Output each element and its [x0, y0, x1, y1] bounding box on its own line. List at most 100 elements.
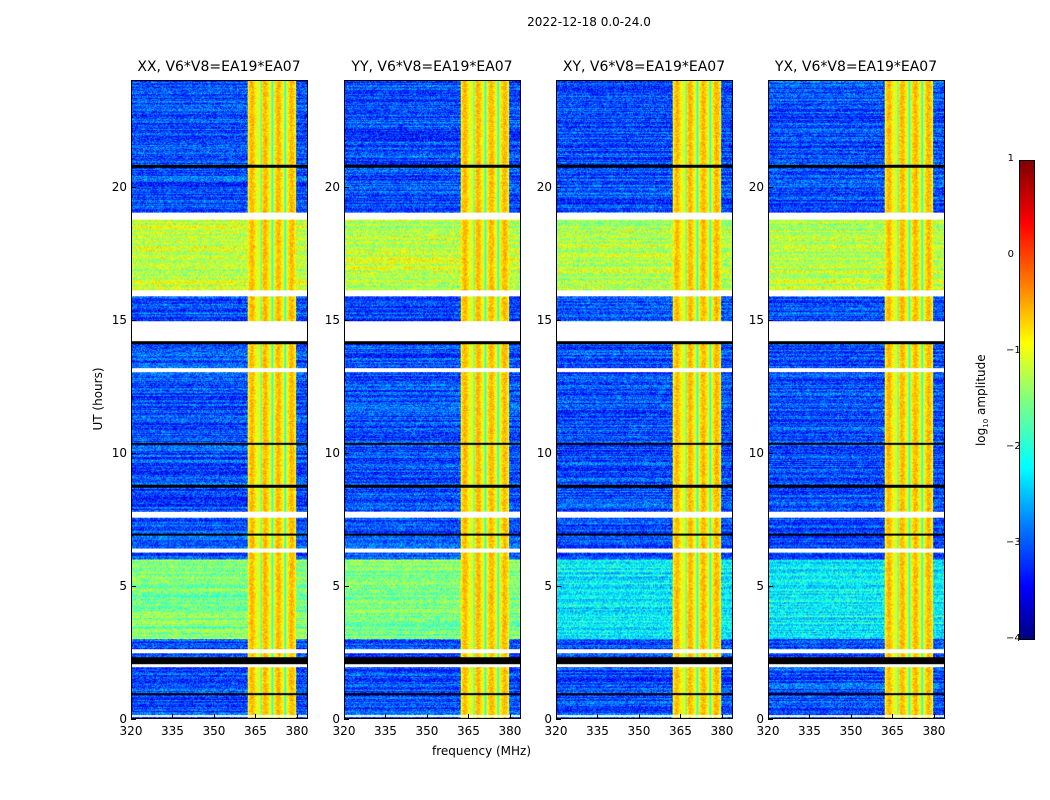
y-tick-mark	[344, 186, 349, 188]
y-tick-label: 0	[544, 712, 552, 726]
x-tick-mark	[638, 714, 640, 719]
y-tick-label: 5	[332, 578, 340, 593]
x-tick-mark	[850, 714, 852, 719]
heatmap-panel-yx	[768, 80, 945, 719]
y-tick-mark	[768, 452, 773, 454]
x-tick-mark	[426, 714, 428, 719]
y-tick-mark	[768, 186, 773, 188]
y-tick-label: 20	[111, 179, 127, 194]
x-tick-mark	[597, 714, 599, 719]
x-tick-mark	[255, 714, 257, 719]
colorbar-tick-label: 1	[1007, 153, 1014, 164]
y-tick-mark	[344, 319, 349, 321]
x-tick-mark	[933, 714, 935, 719]
x-tick-label: 380	[922, 724, 946, 738]
x-tick-mark	[385, 714, 387, 719]
y-tick-label: 10	[324, 445, 340, 460]
x-tick-label: 380	[498, 724, 522, 738]
y-tick-mark	[556, 452, 561, 454]
x-tick-label: 335	[586, 724, 609, 738]
x-tick-label: 380	[285, 724, 309, 738]
x-tick-mark	[468, 714, 470, 719]
y-tick-mark	[131, 452, 136, 454]
x-tick-mark	[721, 714, 723, 719]
y-tick-label: 10	[111, 445, 127, 460]
x-tick-mark	[556, 714, 557, 719]
colorbar	[1019, 160, 1035, 640]
x-tick-label: 365	[881, 724, 904, 738]
y-tick-label: 15	[748, 312, 764, 327]
x-tick-mark	[344, 714, 345, 719]
y-tick-label: 0	[119, 712, 127, 726]
y-tick-label: 5	[544, 578, 552, 593]
heatmap-image	[557, 81, 732, 718]
x-tick-mark	[172, 714, 174, 719]
y-tick-mark	[768, 585, 773, 587]
panel-title-xy: XY, V6*V8=EA19*EA07	[562, 59, 726, 75]
colorbar-label: log10 amplitude	[973, 354, 991, 447]
x-tick-label: 320	[756, 724, 780, 738]
y-tick-label: 20	[748, 179, 764, 194]
y-tick-mark	[556, 186, 561, 188]
y-tick-label: 5	[756, 578, 764, 593]
y-tick-label: 20	[324, 179, 340, 194]
x-tick-mark	[768, 714, 769, 719]
x-tick-label: 335	[798, 724, 821, 738]
x-tick-mark	[892, 714, 894, 719]
colorbar-tick-label: −2	[1006, 441, 1021, 452]
x-tick-label: 335	[161, 724, 184, 738]
colorbar-tick-label: −1	[1006, 345, 1021, 356]
heatmap-image	[769, 81, 944, 718]
heatmap-panel-xy	[556, 80, 733, 719]
y-tick-mark	[131, 719, 136, 720]
x-tick-mark	[509, 714, 511, 719]
x-tick-label: 365	[244, 724, 267, 738]
y-tick-label: 0	[756, 712, 764, 726]
x-tick-label: 380	[710, 724, 734, 738]
y-tick-mark	[131, 319, 136, 321]
y-tick-label: 15	[324, 312, 340, 327]
x-tick-label: 350	[202, 724, 226, 738]
y-tick-label: 10	[536, 445, 552, 460]
x-tick-label: 365	[457, 724, 480, 738]
x-tick-mark	[131, 714, 132, 719]
heatmap-panel-xx	[131, 80, 308, 719]
colorbar-tick-label: 0	[1007, 249, 1014, 260]
heatmap-image	[345, 81, 520, 718]
y-tick-label: 15	[536, 312, 552, 327]
y-tick-label: 10	[748, 445, 764, 460]
x-tick-mark	[680, 714, 682, 719]
y-axis-label: UT (hours)	[91, 367, 105, 431]
y-tick-mark	[131, 186, 136, 188]
x-tick-label: 320	[332, 724, 356, 738]
y-tick-mark	[344, 719, 349, 720]
y-tick-mark	[768, 719, 773, 720]
y-tick-mark	[131, 585, 136, 587]
y-tick-label: 15	[111, 312, 127, 327]
colorbar-tick-label: −3	[1006, 537, 1021, 548]
y-tick-label: 0	[332, 712, 340, 726]
x-tick-mark	[296, 714, 298, 719]
figure-title: 2022-12-18 0.0-24.0	[527, 15, 651, 29]
x-axis-label: frequency (MHz)	[432, 744, 532, 758]
panel-title-yy: YY, V6*V8=EA19*EA07	[351, 59, 513, 75]
y-tick-label: 20	[536, 179, 552, 194]
x-tick-label: 320	[544, 724, 568, 738]
heatmap-panel-yy	[344, 80, 521, 719]
y-tick-mark	[344, 452, 349, 454]
x-tick-label: 350	[839, 724, 863, 738]
panel-title-xx: XX, V6*V8=EA19*EA07	[137, 59, 301, 75]
y-tick-mark	[344, 585, 349, 587]
x-tick-label: 320	[119, 724, 143, 738]
x-tick-mark	[809, 714, 811, 719]
x-tick-label: 335	[374, 724, 397, 738]
panel-title-yx: YX, V6*V8=EA19*EA07	[774, 59, 938, 75]
heatmap-image	[132, 81, 307, 718]
y-tick-mark	[768, 319, 773, 321]
y-tick-mark	[556, 319, 561, 321]
x-tick-label: 350	[627, 724, 651, 738]
y-tick-label: 5	[119, 578, 127, 593]
x-tick-label: 365	[669, 724, 692, 738]
colorbar-tick-label: −4	[1006, 633, 1021, 644]
